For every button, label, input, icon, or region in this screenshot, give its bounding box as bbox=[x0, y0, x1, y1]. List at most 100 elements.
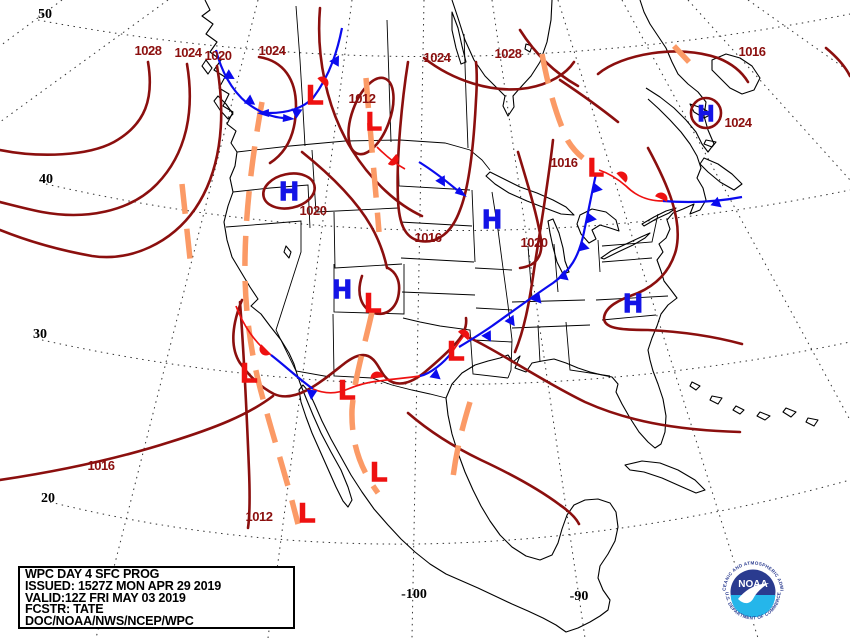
stationary-front-line bbox=[270, 354, 314, 390]
islands-bahamas bbox=[689, 381, 819, 427]
front-arrowhead bbox=[282, 114, 295, 122]
state-border bbox=[225, 220, 331, 378]
state-border bbox=[232, 184, 311, 229]
stationary-front-line bbox=[312, 375, 421, 394]
warm-front-semicircle bbox=[387, 154, 399, 166]
isobar-1024-high-circle bbox=[689, 96, 723, 130]
isobar-gulf-upper bbox=[468, 336, 742, 434]
cold-front-triangle bbox=[435, 175, 445, 187]
cold-front-triangle bbox=[530, 292, 542, 304]
isobar-1012-low bbox=[347, 76, 395, 156]
isobar-1024-canada bbox=[422, 56, 576, 91]
parallel-line bbox=[45, 183, 850, 232]
latitude-label: 30 bbox=[33, 327, 47, 342]
pressure-value-label: 1016 bbox=[88, 458, 115, 473]
state-border bbox=[511, 299, 586, 303]
state-border bbox=[399, 221, 473, 227]
isobar-st-lawrence bbox=[558, 78, 620, 124]
meridian-line bbox=[0, 0, 169, 123]
longitude-label: -100 bbox=[401, 587, 427, 602]
low-pressure-center: L bbox=[371, 457, 388, 487]
latitude-label: 40 bbox=[39, 172, 53, 187]
meridian-line bbox=[95, 0, 259, 638]
province-border bbox=[463, 33, 469, 149]
trough-line bbox=[349, 311, 381, 495]
cold-front-triangle bbox=[481, 330, 491, 342]
state-border bbox=[400, 257, 475, 263]
latitude-label: 20 bbox=[41, 491, 55, 506]
fronts bbox=[214, 27, 743, 400]
high-pressure-center: H bbox=[333, 274, 352, 304]
cold-front-triangle bbox=[586, 212, 597, 224]
cold-front-triangle bbox=[710, 196, 722, 208]
river-mississippi bbox=[491, 191, 513, 379]
us-canada-border bbox=[236, 139, 491, 171]
front-arrowhead bbox=[454, 186, 467, 197]
warm-front-semicircle bbox=[616, 171, 628, 183]
island-pei bbox=[703, 139, 717, 148]
pressure-value-label: 1024 bbox=[175, 45, 203, 60]
high-pressure-center: H bbox=[624, 288, 643, 318]
island-cuba bbox=[624, 460, 706, 494]
meridian-line bbox=[0, 0, 63, 47]
cold-front-line bbox=[458, 173, 598, 348]
noaa-logo: NOAA NATIONAL OCEANIC AND ATMOSPHERIC AD… bbox=[721, 560, 784, 623]
product-title: WPC DAY 4 SFC PROG bbox=[25, 567, 160, 581]
cold-front-triangle bbox=[329, 55, 339, 67]
island-nova-scotia bbox=[699, 157, 743, 191]
trough-line bbox=[449, 401, 473, 487]
pressure-value-label: 1024 bbox=[424, 50, 452, 65]
high-pressure-center: H bbox=[280, 176, 299, 206]
pressure-value-label: 1016 bbox=[415, 230, 442, 245]
coastline-path bbox=[201, 0, 707, 633]
meridian-line bbox=[491, 0, 586, 638]
warm-front-semicircle bbox=[317, 76, 329, 88]
low-pressure-center: L bbox=[339, 375, 356, 405]
front-arrowhead bbox=[257, 109, 270, 117]
isobar-1020 bbox=[0, 64, 223, 259]
island-haida-gwaii bbox=[201, 59, 213, 75]
state-border bbox=[601, 314, 657, 321]
pressure-value-label: 1012 bbox=[349, 91, 376, 106]
warm-front-line bbox=[598, 169, 664, 202]
pressure-value-label: 1020 bbox=[300, 203, 327, 218]
warm-front-semicircle bbox=[370, 371, 384, 379]
pressure-value-label: 1016 bbox=[551, 155, 578, 170]
lake-winnipeg bbox=[451, 11, 467, 65]
lake-erie bbox=[600, 232, 651, 260]
meridian-line bbox=[687, 0, 850, 181]
noaa-gull-icon bbox=[738, 583, 769, 604]
latitude-label: 50 bbox=[38, 7, 52, 22]
pressure-value-label: 1028 bbox=[495, 46, 522, 61]
island-newfoundland bbox=[711, 53, 761, 95]
issued-timestamp: ISSUED: 1527Z MON APR 29 2019 bbox=[25, 578, 222, 593]
great-salt-lake bbox=[283, 245, 292, 259]
longitude-label: -90 bbox=[570, 589, 589, 604]
pressure-value-label: 1028 bbox=[135, 43, 162, 58]
isobar-path bbox=[317, 6, 424, 218]
forecast-info-box: WPC DAY 4 SFC PROG ISSUED: 1527Z MON APR… bbox=[18, 566, 295, 629]
coastlines bbox=[201, 0, 819, 633]
isobar-1024-ridge bbox=[257, 55, 298, 165]
trough-line bbox=[363, 77, 382, 233]
province-border bbox=[295, 5, 306, 147]
island-vancouver bbox=[213, 95, 234, 120]
cold-front-triangle bbox=[243, 94, 256, 105]
warm-front-semicircle bbox=[655, 192, 668, 202]
state-border bbox=[401, 291, 476, 296]
forecaster-name: FCSTR: TATE bbox=[25, 602, 104, 617]
low-pressure-center: L bbox=[588, 154, 603, 182]
cold-front-triangle bbox=[504, 314, 515, 327]
cold-front-triangle bbox=[291, 108, 303, 119]
isobar-1016-southwest bbox=[0, 394, 275, 482]
trough-line bbox=[539, 53, 585, 161]
island-anticosti bbox=[689, 103, 713, 119]
cold-front-triangle bbox=[557, 269, 569, 281]
cold-front-line bbox=[268, 27, 344, 115]
low-pressure-center: L bbox=[307, 80, 324, 110]
pressure-value-label: 1016 bbox=[739, 44, 766, 59]
warm-front-line bbox=[376, 146, 406, 170]
